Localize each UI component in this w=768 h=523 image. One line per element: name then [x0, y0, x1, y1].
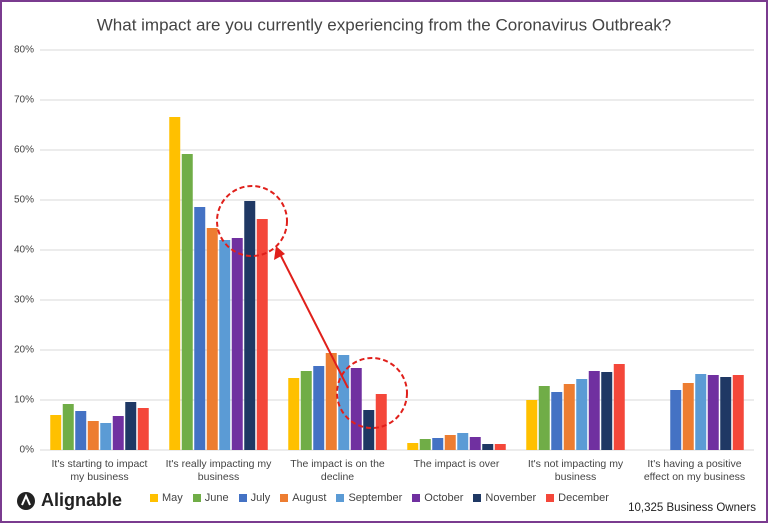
legend-swatch: [473, 494, 482, 502]
legend-item: July: [238, 492, 271, 504]
bar: [526, 400, 538, 450]
legend-swatch: [412, 494, 421, 502]
y-tick-label: 50%: [14, 195, 34, 206]
y-tick-label: 0%: [20, 445, 35, 456]
arrow-head: [274, 246, 285, 260]
bar: [613, 364, 625, 450]
x-tick-label: It's having a positive effect on my busi…: [643, 458, 746, 483]
legend-label: December: [558, 492, 609, 504]
bar: [419, 439, 431, 450]
legend-swatch: [336, 494, 345, 502]
legend-label: November: [485, 492, 537, 504]
bar: [482, 444, 494, 450]
bar: [288, 378, 300, 450]
bar: [100, 423, 112, 450]
bar: [300, 371, 312, 450]
bar: [181, 154, 193, 450]
bar: [87, 421, 99, 450]
chart-title: What impact are you currently experienci…: [97, 15, 671, 34]
bar: [551, 392, 563, 450]
y-tick-label: 20%: [14, 345, 34, 356]
legend-swatch: [280, 494, 289, 502]
footer-note: 10,325 Business Owners: [628, 502, 756, 514]
bar: [338, 355, 350, 450]
annotation: [216, 185, 408, 429]
bar: [206, 228, 218, 450]
y-tick-label: 40%: [14, 245, 34, 256]
bar: [375, 394, 387, 450]
legend-item: June: [192, 492, 229, 504]
bar: [720, 377, 732, 450]
x-tick-label: The impact is on the decline: [290, 458, 385, 483]
legend-item: October: [412, 492, 463, 504]
x-tick-label: It's really impacting my business: [165, 458, 272, 483]
legend-label: August: [292, 492, 327, 504]
bar: [256, 219, 268, 450]
bar: [325, 353, 337, 450]
y-tick-label: 60%: [14, 145, 34, 156]
logo-text: Alignable: [41, 490, 123, 510]
bar: [407, 443, 419, 450]
bar: [732, 375, 744, 450]
bar: [125, 402, 137, 450]
y-tick-label: 10%: [14, 395, 34, 406]
bar: [432, 438, 444, 450]
bar: [350, 368, 362, 450]
x-tick-label: It's not impacting my business: [527, 458, 624, 483]
bar: [244, 201, 256, 450]
bar: [219, 240, 231, 450]
bar: [112, 416, 124, 450]
legend-label: September: [348, 492, 403, 504]
bar: [588, 371, 600, 450]
bar: [469, 437, 481, 450]
legend-label: July: [250, 492, 271, 504]
legend-swatch: [546, 494, 555, 502]
y-tick-label: 70%: [14, 95, 34, 106]
bar: [231, 238, 243, 450]
legend-item: August: [280, 492, 326, 504]
bar: [363, 410, 375, 450]
bar: [444, 435, 456, 450]
legend-item: November: [473, 492, 536, 504]
highlight-circle: [216, 185, 288, 257]
bar: [169, 117, 181, 450]
bar: [194, 207, 206, 450]
legend-label: May: [162, 492, 183, 504]
legend-swatch: [192, 494, 201, 502]
logo: Alignable: [16, 490, 122, 511]
bar: [50, 415, 62, 450]
bar: [137, 408, 149, 450]
legend-swatch: [150, 494, 158, 502]
x-tick-label: It's starting to impact my business: [51, 458, 148, 483]
bar: [682, 383, 694, 450]
bar: [576, 379, 588, 450]
legend: May June July August September October Novembe…: [150, 492, 609, 504]
bar: [707, 375, 719, 450]
logo-icon: [17, 491, 35, 510]
legend-swatch: [238, 494, 247, 502]
bar: [457, 433, 469, 450]
bar: [313, 366, 325, 450]
legend-item: December: [546, 492, 609, 504]
y-tick-label: 80%: [14, 45, 34, 56]
y-tick-label: 30%: [14, 295, 34, 306]
highlight-circle: [336, 357, 408, 429]
bar: [538, 386, 550, 450]
bar: [75, 411, 87, 450]
bar: [62, 404, 74, 450]
legend-item: September: [336, 492, 402, 504]
legend-label: October: [424, 492, 464, 504]
x-tick-label: The impact is over: [413, 458, 500, 470]
bar: [494, 444, 506, 450]
legend-item: May: [150, 492, 183, 504]
bar: [601, 372, 613, 450]
legend-label: June: [204, 492, 229, 504]
arrow: [279, 253, 349, 389]
bar: [670, 390, 682, 450]
bar: [563, 384, 575, 450]
bar: [695, 374, 707, 450]
